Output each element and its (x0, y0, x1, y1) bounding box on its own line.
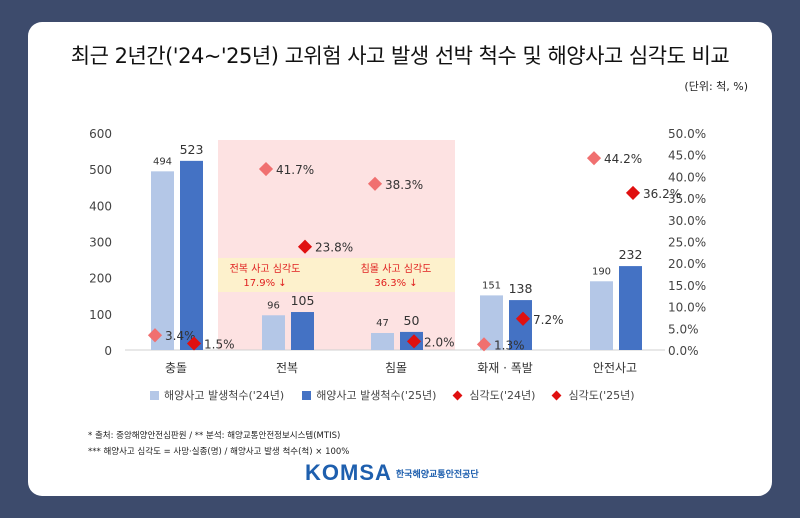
severity-label: 38.3% (385, 178, 423, 192)
footnote-source: * 출처: 중앙해양안전심판원 / ** 분석: 해양교통안전정보시스템(MTI… (88, 431, 341, 441)
left-tick-label: 100 (89, 308, 112, 322)
severity-label: 3.4% (165, 329, 196, 343)
right-tick-label: 40.0% (668, 170, 706, 184)
left-tick-label: 400 (89, 199, 112, 213)
bar (151, 171, 174, 350)
footnotes: * 출처: 중앙해양안전심판원 / ** 분석: 해양교통안전정보시스템(MTI… (88, 428, 349, 460)
left-tick-label: 0 (104, 344, 112, 358)
left-tick-label: 600 (89, 127, 112, 141)
left-tick-label: 200 (89, 272, 112, 286)
severity-label: 2.0% (424, 335, 455, 349)
severity-marker (297, 239, 313, 254)
category-label: 화재 · 폭발 (477, 361, 533, 375)
category-label: 전복 (276, 361, 298, 375)
severity-label: 36.2% (643, 187, 681, 201)
bar (291, 312, 314, 350)
komsa-logo: KOMSA 한국해양교통안전공단 (305, 460, 479, 486)
diamond-icon (552, 390, 562, 400)
bar-value-label: 138 (509, 281, 533, 296)
severity-marker (147, 328, 163, 343)
legend-item: 해양사고 발생척수('25년) (302, 387, 436, 403)
bar-value-label: 47 (376, 318, 389, 329)
bar (180, 160, 203, 350)
severity-label: 44.2% (604, 152, 642, 166)
severity-label: 41.7% (276, 163, 314, 177)
right-tick-label: 25.0% (668, 236, 706, 250)
severity-label: 7.2% (533, 313, 564, 327)
right-tick-label: 45.0% (668, 149, 706, 163)
right-tick-label: 15.0% (668, 279, 706, 293)
left-tick-label: 500 (89, 163, 112, 177)
bar (480, 295, 503, 350)
left-tick-label: 300 (89, 236, 112, 250)
highlight-band (218, 140, 455, 350)
annotation-title: 전복 사고 심각도 (230, 263, 301, 275)
severity-marker (186, 336, 202, 351)
severity-label: 23.8% (315, 241, 353, 255)
legend-item: 해양사고 발생척수('24년) (150, 387, 284, 403)
bar-value-label: 105 (291, 293, 315, 308)
right-tick-label: 10.0% (668, 301, 706, 315)
bar (590, 281, 613, 350)
severity-marker (258, 161, 274, 177)
annotation-title: 침몰 사고 심각도 (361, 263, 432, 275)
legend-label: 심각도('25년) (568, 389, 635, 402)
severity-marker (625, 185, 641, 200)
footnote-formula: *** 해양사고 심각도 = 사망·실종(명) / 해양사고 발생 척수(척) … (88, 447, 350, 457)
right-tick-label: 35.0% (668, 192, 706, 206)
diamond-icon (452, 390, 463, 400)
logo-org: 한국해양교통안전공단 (395, 469, 479, 480)
bar-value-label: 523 (180, 142, 204, 157)
legend: 해양사고 발생척수('24년) 해양사고 발생척수('25년) 심각도('24년… (150, 387, 635, 403)
category-label: 침몰 (385, 361, 407, 375)
annotation-value: 17.9% ↓ (243, 278, 286, 289)
severity-marker (515, 311, 531, 326)
severity-marker (586, 151, 602, 166)
right-tick-label: 30.0% (668, 214, 706, 228)
legend-label: 심각도('24년) (469, 389, 536, 402)
category-label: 안전사고 (593, 361, 637, 375)
bar-value-label: 190 (592, 266, 611, 277)
legend-label: 해양사고 발생척수('24년) (164, 389, 285, 402)
bar (262, 315, 285, 350)
bar (509, 300, 532, 350)
severity-label: 1.5% (204, 337, 235, 351)
category-label: 충돌 (165, 361, 187, 375)
legend-swatch (150, 390, 159, 400)
right-tick-label: 20.0% (668, 257, 706, 271)
right-tick-label: 5.0% (668, 322, 699, 336)
severity-label: 1.3% (494, 338, 525, 352)
legend-swatch (302, 390, 312, 400)
severity-marker (476, 337, 492, 352)
bar-value-label: 50 (404, 313, 420, 328)
annotation-value: 36.3% ↓ (374, 278, 417, 289)
bar (619, 266, 642, 350)
legend-label: 해양사고 발생척수('25년) (316, 389, 437, 402)
bar (371, 333, 394, 350)
right-tick-label: 50.0% (668, 127, 706, 141)
bar-value-label: 96 (267, 300, 280, 311)
right-tick-label: 0.0% (668, 344, 699, 358)
severity-marker (406, 334, 422, 349)
legend-item: 심각도('24년) (452, 387, 536, 403)
bar-value-label: 494 (153, 156, 172, 167)
legend-item: 심각도('25년) (552, 387, 635, 403)
logo-brand: KOMSA (305, 460, 392, 485)
severity-marker (367, 176, 383, 191)
unit-label: (단위: 척, %) (684, 80, 748, 93)
bar-value-label: 232 (619, 247, 643, 262)
chart-title: 최근 2년간('24~'25년) 고위험 사고 발생 선박 척수 및 해양사고 … (70, 44, 730, 68)
annotation-band (218, 258, 455, 292)
bar-value-label: 151 (482, 280, 501, 291)
